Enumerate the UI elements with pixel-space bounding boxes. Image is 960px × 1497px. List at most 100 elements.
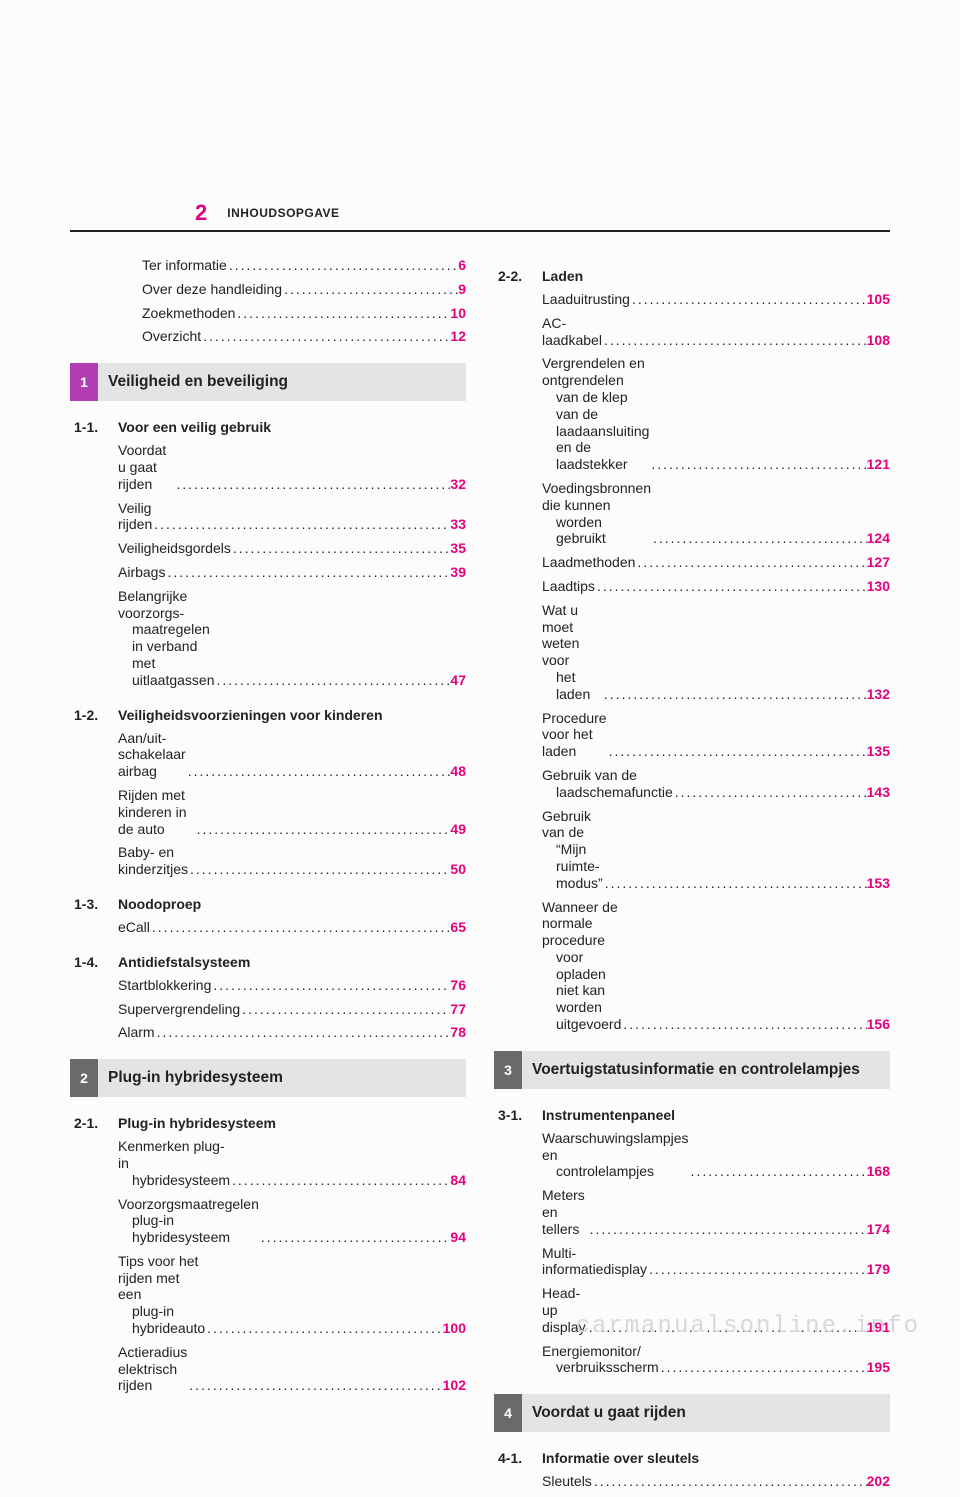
leader-dots: [186, 763, 451, 780]
toc-entry-label: Overzicht: [142, 328, 201, 345]
chapter-title: Voertuigstatusinformatie en controlelamp…: [522, 1051, 890, 1089]
toc-item-label: Veiligheidsgordels: [118, 540, 231, 557]
leader-dots: [187, 1377, 442, 1394]
toc-item-page: 124: [867, 530, 890, 547]
toc-item: Alarm78: [118, 1024, 466, 1041]
leader-dots: [635, 554, 866, 571]
chapter-bar: 3Voertuigstatusinformatie en controlelam…: [494, 1051, 890, 1089]
chapter-number: 3: [494, 1051, 522, 1089]
section-number: 1-4.: [74, 954, 106, 970]
toc-item-page: 202: [867, 1473, 890, 1490]
header-divider: [70, 230, 890, 232]
toc-item-page: 102: [443, 1377, 466, 1394]
toc-item: Aan/uit-schakelaar airbag 48: [118, 730, 466, 780]
toc-item: Vergrendelen en ontgrendelenvan de klep …: [542, 355, 890, 473]
leader-dots: [649, 456, 866, 473]
toc-item-label: Laaduitrusting: [542, 291, 630, 308]
toc-entry-label: Ter informatie: [142, 257, 227, 274]
toc-item-page: 100: [443, 1320, 466, 1337]
leader-dots: [205, 1320, 442, 1337]
section-label: Instrumentenpaneel: [542, 1107, 890, 1123]
toc-item-page: 49: [450, 821, 466, 838]
toc-item: Gebruik van delaadschemafunctie143: [542, 767, 890, 801]
toc-entry: Ter informatie6: [142, 257, 466, 274]
toc-item: Laadtips130: [542, 578, 890, 595]
toc-item-label: Wanneer de normale procedurevoor opladen…: [542, 899, 621, 1033]
section-label: Antidiefstalsysteem: [118, 954, 466, 970]
toc-item-label: Sleutels: [542, 1473, 592, 1490]
leader-dots: [603, 875, 867, 892]
toc-item: Sleutels 202: [542, 1473, 890, 1490]
leader-dots: [659, 1359, 867, 1376]
toc-item: Tips voor het rijden met eenplug-in hybr…: [118, 1253, 466, 1337]
item-block: Laaduitrusting 105 AC-laadkabel 108 Vergrend…: [494, 291, 890, 1033]
toc-item-label: Gebruik van de“Mijn ruimte-modus”: [542, 808, 603, 892]
header-row: 2 INHOUDSOPGAVE: [70, 200, 890, 226]
toc-item-page: 94: [450, 1229, 466, 1246]
toc-item-page: 47: [450, 672, 466, 689]
chapter-title: Veiligheid en beveiliging: [98, 363, 466, 401]
front-matter: Ter informatie6 Over deze handleiding9 Zoe…: [70, 257, 466, 345]
toc-item-page: 33: [450, 516, 466, 533]
toc-item-label: Laadtips: [542, 578, 595, 595]
leader-dots: [165, 564, 450, 581]
column-right: 2-2.Laden Laaduitrusting 105 AC-laadkabel 10…: [494, 250, 890, 1497]
toc-item: Multi-informatiedisplay179: [542, 1245, 890, 1279]
toc-item-page: 108: [867, 332, 890, 349]
header-title: INHOUDSOPGAVE: [227, 206, 339, 220]
leader-dots: [235, 305, 450, 322]
item-block: Kenmerken plug-inhybridesysteem84Voorzor…: [70, 1138, 466, 1394]
toc-item-label: AC-laadkabel: [542, 315, 602, 349]
leader-dots: [647, 1261, 867, 1278]
chapter-number: 4: [494, 1394, 522, 1432]
toc-entry: Zoekmethoden10: [142, 305, 466, 322]
page-container: 2 INHOUDSOPGAVE Ter informatie6 Over deze…: [0, 0, 960, 1497]
watermark: carmanualsonline.info: [576, 1313, 920, 1340]
item-block: Sleutels 202: [494, 1473, 890, 1490]
toc-item-label: Airbags: [118, 564, 165, 581]
leader-dots: [595, 578, 867, 595]
toc-item: Waarschuwingslampjes encontrolelampjes16…: [542, 1130, 890, 1180]
toc-item-page: 35: [450, 540, 466, 557]
leader-dots: [689, 1163, 867, 1180]
toc-item-label: Tips voor het rijden met eenplug-in hybr…: [118, 1253, 205, 1337]
item-block: Aan/uit-schakelaar airbag48Rijden met ki…: [70, 730, 466, 878]
toc-item: Wanneer de normale procedurevoor opladen…: [542, 899, 890, 1033]
toc-item-page: 84: [450, 1172, 466, 1189]
toc-item: Veiligheidsgordels 35: [118, 540, 466, 557]
item-block: Startblokkering76Supervergrendeling77Ala…: [70, 977, 466, 1041]
toc-item-page: 105: [867, 291, 890, 308]
chapter-title: Voordat u gaat rijden: [522, 1394, 890, 1432]
toc-item-label: Meters en tellers: [542, 1187, 588, 1237]
toc-item: Voedingsbronnen die kunnenworden gebruik…: [542, 480, 890, 547]
toc-item: Kenmerken plug-inhybridesysteem84: [118, 1138, 466, 1188]
toc-entry-label: Over deze handleiding: [142, 281, 282, 298]
leader-dots: [282, 281, 458, 298]
section-title: 2-2.Laden: [494, 268, 890, 284]
leader-dots: [259, 1229, 451, 1246]
chapter-number: 2: [70, 1059, 98, 1097]
leader-dots: [602, 686, 867, 703]
toc-item-page: 65: [450, 919, 466, 936]
section-number: 1-3.: [74, 896, 106, 912]
toc-entry: Over deze handleiding9: [142, 281, 466, 298]
toc-item-label: Vergrendelen en ontgrendelenvan de klep …: [542, 355, 649, 473]
toc-item: Supervergrendeling77: [118, 1001, 466, 1018]
toc-item-page: 48: [450, 763, 466, 780]
toc-item-label: Voordat u gaat rijden: [118, 442, 174, 492]
toc-item-label: Supervergrendeling: [118, 1001, 240, 1018]
toc-item-label: Waarschuwingslampjes encontrolelampjes: [542, 1130, 689, 1180]
toc-item: Laadmethoden127: [542, 554, 890, 571]
toc-item-page: 153: [867, 875, 890, 892]
toc-item-page: 132: [867, 686, 890, 703]
section-title: 3-1.Instrumentenpaneel: [494, 1107, 890, 1123]
toc-entry: Overzicht12: [142, 328, 466, 345]
toc-item-page: 174: [867, 1221, 890, 1238]
toc-item: Wat u moet weten voorhet laden132: [542, 602, 890, 703]
toc-item-label: Aan/uit-schakelaar airbag: [118, 730, 186, 780]
leader-dots: [230, 1172, 450, 1189]
toc-item: Belangrijke voorzorgs-maatregelen in ver…: [118, 588, 466, 689]
leader-dots: [673, 784, 867, 801]
section-label: Voor een veilig gebruik: [118, 419, 466, 435]
toc-item-label: Baby- en kinderzitjes: [118, 844, 188, 878]
